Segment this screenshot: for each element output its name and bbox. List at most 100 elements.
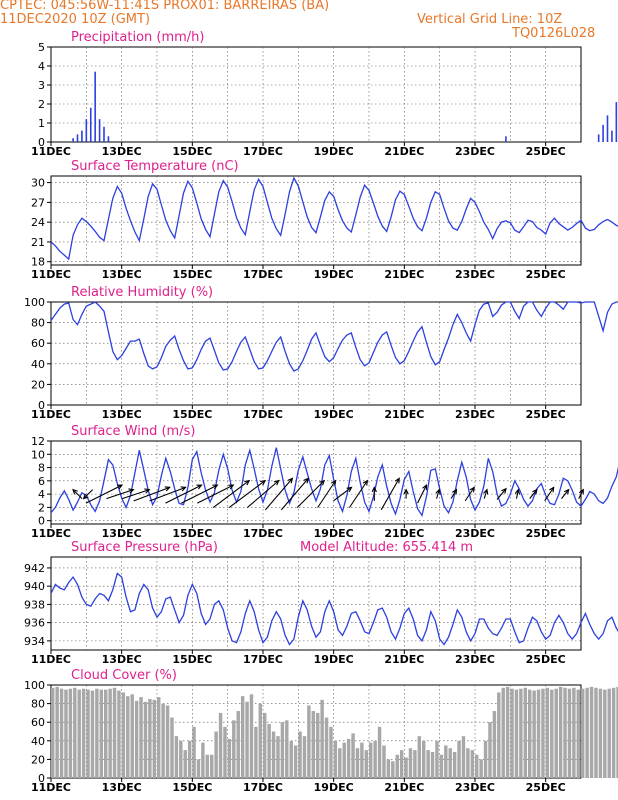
- cloud-ytick-label: 40: [31, 735, 45, 748]
- precip-bar: [107, 136, 110, 142]
- wind-arrow-head: [228, 484, 235, 490]
- cloud-bar: [408, 748, 413, 778]
- rh-title: Relative Humidity (%): [71, 285, 213, 300]
- cloud-bar: [497, 692, 501, 778]
- wind-arrow: [417, 484, 427, 504]
- wind-arrow-head: [273, 479, 280, 486]
- wind-arrow: [106, 489, 134, 500]
- wind-arrow: [544, 487, 555, 502]
- cloud-bar: [382, 745, 386, 778]
- wind-xtick-label: 11DEC: [31, 527, 71, 540]
- wind-xtick-label: 23DEC: [455, 527, 495, 540]
- cloud-bar: [174, 736, 179, 778]
- cloud-bar: [324, 717, 329, 778]
- cloud-bar: [589, 686, 594, 778]
- cloud-bar: [267, 724, 271, 778]
- pres-xtick-label: 19DEC: [314, 653, 354, 666]
- cloud-bar: [232, 720, 236, 778]
- cloud-bar: [417, 736, 422, 778]
- cloud-bar: [611, 687, 616, 778]
- wind-arrow: [450, 489, 457, 499]
- wind-arrow-head: [362, 479, 369, 486]
- wind-ytick-label: 8: [38, 462, 45, 475]
- wind-arrow-head: [403, 488, 409, 495]
- rh-frame: [50, 301, 582, 406]
- wind-arrow: [464, 487, 475, 502]
- wind-arrow-head: [394, 477, 400, 484]
- cloud-bar: [104, 689, 108, 778]
- precip-xtick-label: 23DEC: [455, 145, 495, 158]
- wind-xtick-label: 21DEC: [384, 527, 424, 540]
- cloud-bar: [519, 688, 523, 778]
- pres-title: Surface Pressure (hPa): [71, 540, 218, 555]
- cloud-bar: [258, 703, 263, 778]
- cloud-bar: [51, 687, 55, 778]
- cloud-bar: [550, 689, 554, 778]
- cloud-bar: [210, 754, 214, 778]
- cloud-bar: [505, 686, 510, 778]
- wind-arrow: [496, 488, 507, 500]
- header-date: 11DEC2020 10Z (GMT): [0, 12, 151, 27]
- cloud-xtick-label: 11DEC: [31, 781, 71, 794]
- precip-xtick-label: 11DEC: [31, 145, 71, 158]
- cloud-bar: [311, 711, 316, 778]
- pres-ytick-label: 936: [24, 617, 45, 630]
- wind-arrow-head: [196, 484, 203, 490]
- cloud-bar: [223, 726, 227, 778]
- precip-bar: [76, 134, 79, 142]
- cloud-bar: [285, 720, 289, 778]
- precip-xtick-label: 17DEC: [243, 145, 283, 158]
- wind-arrow-head: [563, 488, 570, 495]
- rh-ytick-label: 80: [31, 317, 45, 330]
- cloud-bar: [249, 694, 254, 778]
- wind-arrow: [280, 478, 309, 511]
- cloud-bar: [355, 748, 360, 778]
- wind-arrow-head: [164, 486, 171, 492]
- wind-series-line: [50, 447, 618, 518]
- temp-xtick-label: 11DEC: [31, 268, 71, 281]
- pres-subtitle: Model Altitude: 655.414 m: [300, 540, 473, 555]
- cloud-bar: [165, 705, 170, 778]
- cloud-bar: [316, 712, 320, 778]
- cloud-bar: [435, 740, 439, 778]
- wind-arrow: [83, 489, 93, 500]
- cloud-bar: [68, 688, 73, 778]
- cloud-bar: [280, 722, 285, 778]
- cloud-bar: [59, 688, 64, 778]
- wind-arrow: [436, 489, 440, 499]
- wind-arrow: [515, 489, 519, 499]
- cloud-bar: [302, 736, 307, 778]
- cloud-bar: [205, 754, 210, 778]
- cloud-bar: [293, 745, 298, 778]
- cloud-bar: [196, 759, 201, 778]
- precip-bar: [597, 134, 600, 142]
- precip-bar: [81, 130, 83, 142]
- cloud-bar: [338, 748, 342, 778]
- pres-xtick-label: 17DEC: [243, 653, 283, 666]
- temp-xtick-label: 17DEC: [243, 268, 283, 281]
- cloud-bar: [271, 731, 276, 778]
- wind-arrow: [122, 489, 150, 500]
- cloud-bar: [240, 696, 245, 778]
- wind-arrow: [72, 489, 83, 500]
- temp-frame: [50, 175, 582, 266]
- cloud-bar: [483, 740, 488, 778]
- pres-ytick-label: 934: [24, 635, 45, 648]
- rh-ytick-label: 20: [31, 378, 45, 391]
- cloud-bar: [461, 736, 466, 778]
- cloud-bar: [558, 686, 563, 778]
- wind-arrow: [181, 484, 218, 504]
- cloud-bar: [585, 687, 589, 778]
- cloud-bar: [77, 689, 81, 778]
- cloud-bar: [187, 740, 192, 778]
- cloud-bar: [426, 750, 430, 778]
- cloud-bar: [320, 699, 324, 778]
- cloud-bar: [439, 754, 444, 778]
- pres-xtick-label: 21DEC: [384, 653, 424, 666]
- cloud-bar: [452, 751, 457, 778]
- cloud-bar: [545, 687, 550, 778]
- precip-bar: [606, 115, 609, 142]
- wind-ytick-label: 0: [38, 515, 45, 528]
- wind-arrow: [317, 480, 337, 508]
